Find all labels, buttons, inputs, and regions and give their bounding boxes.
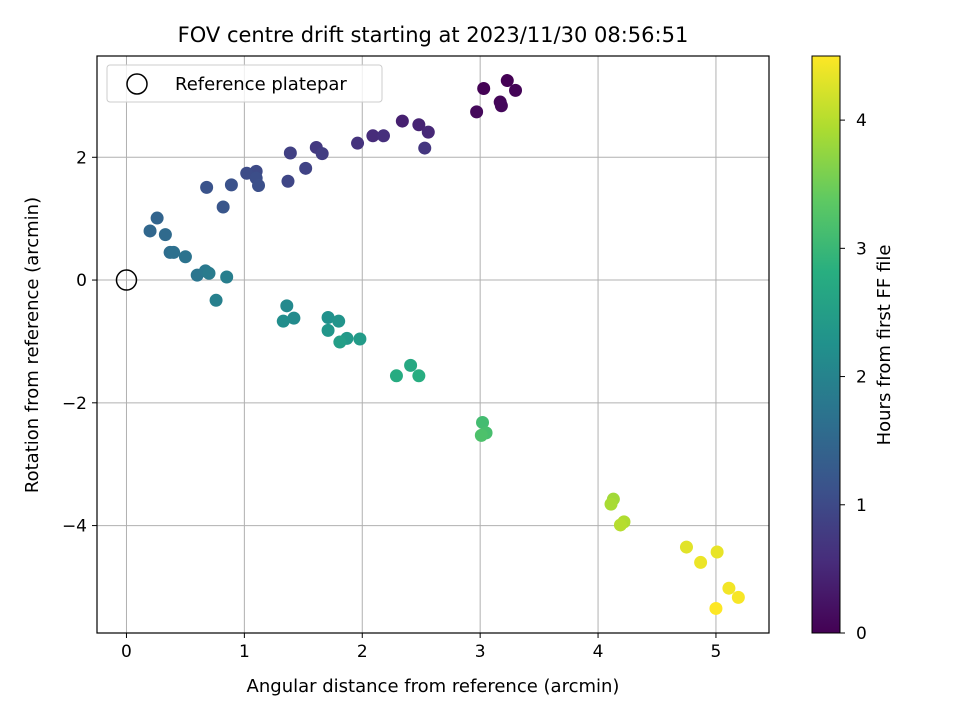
scatter-point bbox=[476, 415, 490, 429]
legend-label: Reference platepar bbox=[175, 74, 347, 95]
scatter-point bbox=[283, 146, 297, 160]
x-tick-label: 5 bbox=[711, 642, 722, 662]
x-tick-label: 3 bbox=[475, 642, 486, 662]
scatter-point bbox=[276, 314, 290, 328]
scatter-point bbox=[281, 174, 295, 188]
scatter-point bbox=[287, 311, 301, 325]
y-tick-label: 0 bbox=[76, 271, 87, 291]
scatter-point bbox=[333, 335, 347, 349]
scatter-point bbox=[143, 224, 157, 238]
scatter-point bbox=[694, 555, 708, 569]
scatter-point bbox=[474, 428, 488, 442]
scatter-point bbox=[470, 105, 484, 119]
scatter-point bbox=[418, 141, 432, 155]
scatter-point bbox=[299, 161, 313, 175]
scatter-point bbox=[679, 540, 693, 554]
scatter-point bbox=[710, 545, 724, 559]
x-tick-label: 2 bbox=[357, 642, 368, 662]
colorbar-ticks: 0 1 2 3 4 bbox=[840, 111, 867, 644]
scatter-point bbox=[412, 118, 426, 132]
scatter-point bbox=[404, 358, 418, 372]
scatter-point bbox=[209, 293, 223, 307]
scatter-point bbox=[731, 590, 745, 604]
legend-marker bbox=[126, 73, 148, 95]
scatter-point bbox=[216, 200, 230, 214]
colorbar-label: Hours from first FF file bbox=[874, 245, 895, 446]
scatter-point bbox=[200, 180, 214, 194]
reference-platepar-marker bbox=[115, 269, 138, 291]
y-tick-label: −4 bbox=[62, 517, 87, 537]
scatter-points bbox=[143, 74, 745, 615]
colorbar-tick-label: 0 bbox=[856, 624, 867, 644]
scatter-point bbox=[150, 211, 164, 225]
chart-title: FOV centre drift starting at 2023/11/30 … bbox=[178, 23, 689, 47]
scatter-point bbox=[252, 179, 266, 193]
scatter-point bbox=[494, 99, 508, 113]
scatter-point bbox=[477, 82, 491, 96]
scatter-point bbox=[613, 518, 627, 532]
scatter-point bbox=[509, 83, 523, 97]
plot-frame bbox=[96, 55, 770, 634]
scatter-point bbox=[421, 125, 435, 139]
legend-box bbox=[106, 64, 383, 103]
colorbar-tick-label: 4 bbox=[856, 111, 867, 131]
scatter-point bbox=[412, 369, 426, 383]
y-tick-label: 2 bbox=[76, 148, 87, 168]
colorbar: 0 1 2 3 4 Hours from first FF file bbox=[811, 55, 895, 644]
scatter-point bbox=[220, 270, 234, 284]
scatter-point bbox=[604, 497, 618, 511]
y-axis-label: Rotation from reference (arcmin) bbox=[22, 197, 43, 493]
x-tick-label: 0 bbox=[121, 642, 132, 662]
scatter-point bbox=[202, 266, 216, 280]
scatter-point bbox=[280, 299, 294, 313]
colorbar-gradient bbox=[811, 55, 841, 634]
x-tick-label: 4 bbox=[593, 642, 604, 662]
scatter-point bbox=[389, 369, 403, 383]
scatter-point bbox=[500, 74, 514, 88]
scatter-point bbox=[351, 136, 365, 150]
x-axis-label: Angular distance from reference (arcmin) bbox=[247, 676, 620, 697]
scatter-point bbox=[224, 178, 238, 192]
scatter-point bbox=[158, 228, 172, 242]
grid bbox=[97, 56, 769, 633]
legend: Reference platepar bbox=[106, 64, 383, 103]
scatter-point bbox=[321, 310, 335, 324]
scatter-point bbox=[332, 314, 346, 328]
scatter-point bbox=[709, 601, 723, 615]
colorbar-tick-label: 3 bbox=[856, 239, 867, 259]
scatter-point bbox=[353, 332, 367, 346]
scatter-point bbox=[366, 129, 380, 143]
scatter-point bbox=[395, 114, 409, 128]
scatter-point bbox=[315, 147, 329, 161]
axis-ticks: 0 1 2 3 4 5 −4 −2 0 2 bbox=[62, 148, 721, 662]
colorbar-tick-label: 1 bbox=[856, 496, 867, 516]
scatter-point bbox=[321, 323, 335, 337]
scatter-point bbox=[376, 129, 390, 143]
scatter-point bbox=[178, 250, 192, 264]
x-tick-label: 1 bbox=[239, 642, 250, 662]
y-tick-label: −2 bbox=[62, 394, 87, 414]
scatter-point bbox=[722, 581, 736, 595]
scatter-point bbox=[167, 245, 181, 259]
colorbar-tick-label: 2 bbox=[856, 368, 867, 388]
